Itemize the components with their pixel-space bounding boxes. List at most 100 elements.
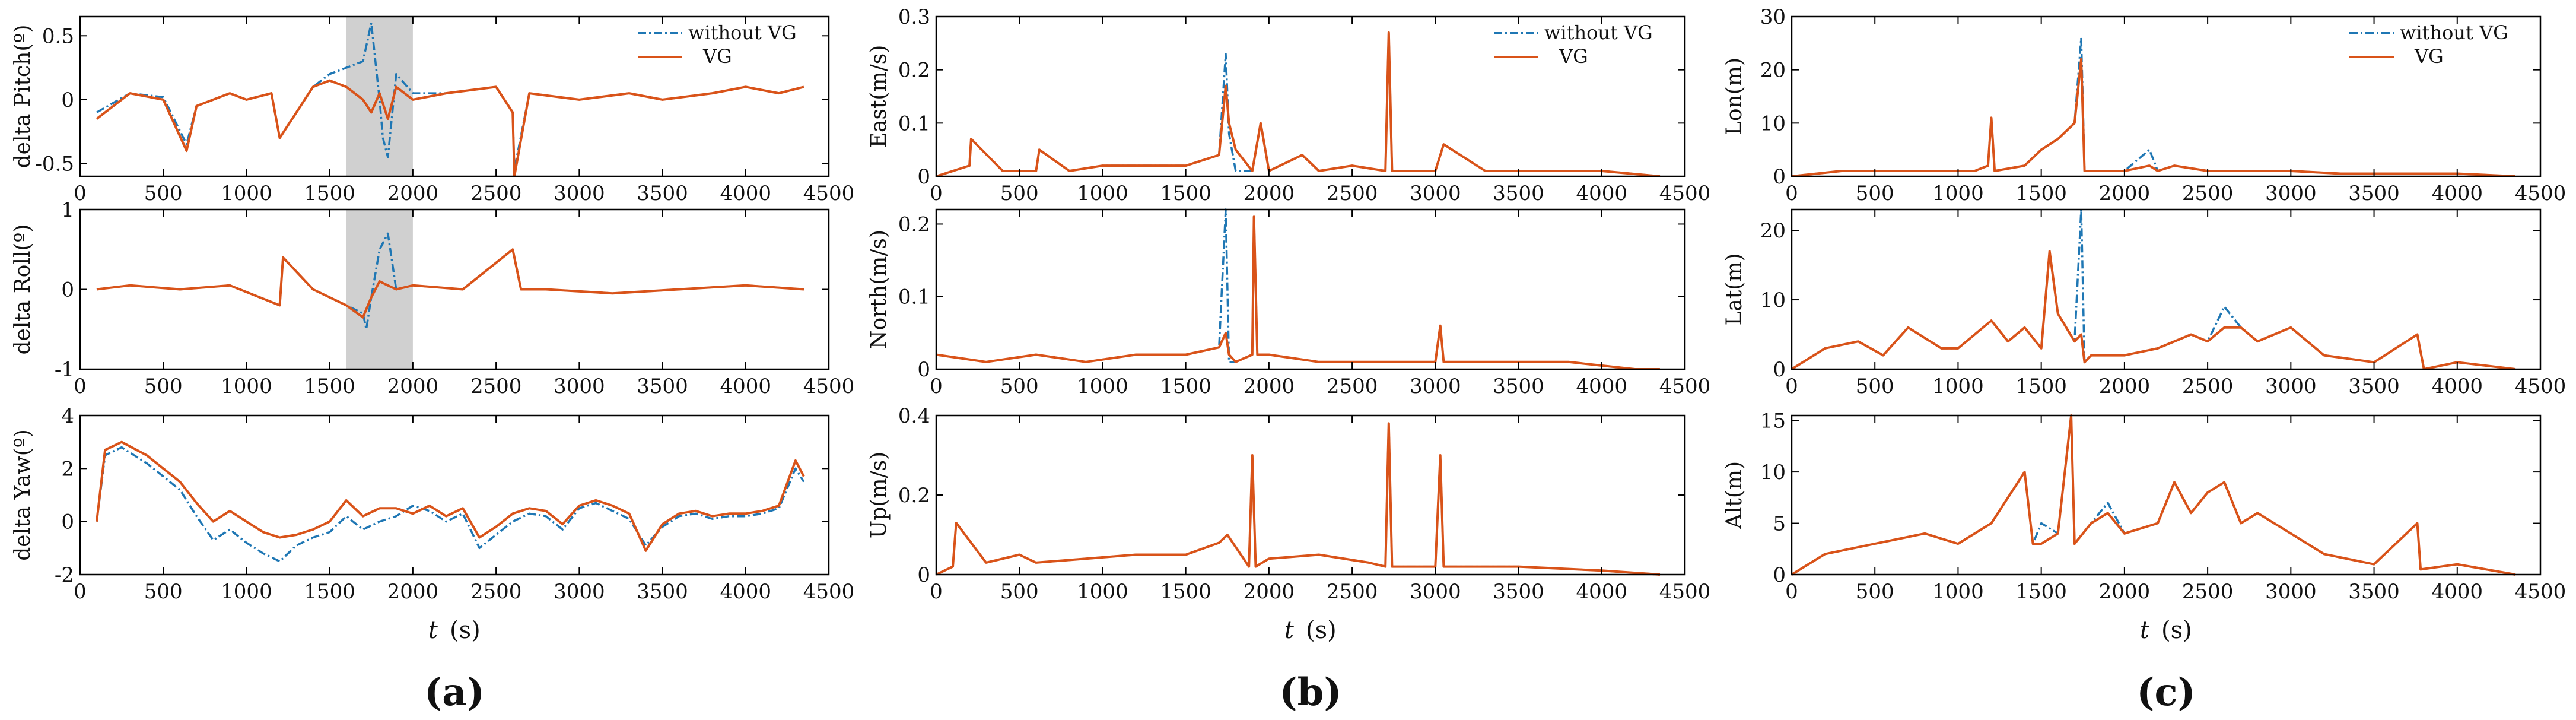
x-tick-label: 4500 — [1659, 182, 1711, 205]
x-tick-label: 500 — [1000, 182, 1039, 205]
panel-roll: 0 500 1000 1500 2000 2500 3000 3500 4000 4500-101… — [11, 198, 854, 398]
y-axis-label: Lon(m) — [1722, 58, 1747, 135]
x-axis-labels: t (s) t (s) t (s) — [428, 617, 2192, 644]
x-tick-label: 2500 — [470, 580, 522, 604]
y-tick-label: 1 — [61, 198, 74, 222]
series-line-vg — [96, 79, 804, 177]
x-tick-label: 4000 — [2432, 375, 2483, 398]
series-line-vg — [936, 422, 1661, 576]
y-axis-label: North(m/s) — [867, 230, 891, 349]
x-tick-label: 3500 — [1493, 375, 1544, 398]
y-tick-label: 0.1 — [898, 112, 930, 135]
y-axis-label: Alt(m) — [1722, 461, 1747, 529]
x-tick-label: 3500 — [637, 375, 688, 398]
axes-frame — [1791, 414, 2542, 576]
x-axis-label-var: t — [1284, 617, 1295, 644]
axes-frame — [935, 414, 1686, 576]
x-tick-label: 4000 — [1576, 375, 1628, 398]
x-tick-label: 0 — [1785, 580, 1798, 604]
x-axis-label-unit: (s) — [2161, 617, 2192, 644]
x-tick-label: 2000 — [1244, 375, 1295, 398]
y-tick-label: 0 — [917, 358, 930, 382]
x-axis-label-unit: (s) — [450, 617, 481, 644]
x-tick-label: 1000 — [221, 580, 272, 604]
x-tick-label: 1500 — [2015, 182, 2067, 205]
x-tick-label: 1500 — [304, 375, 355, 398]
x-tick-label: 1500 — [304, 580, 355, 604]
x-tick-label: 1500 — [1160, 375, 1211, 398]
y-axis-label: Lat(m) — [1722, 253, 1747, 325]
x-tick-label: 2000 — [2099, 182, 2151, 205]
x-tick-label: 500 — [144, 375, 183, 398]
x-tick-label: 2500 — [1327, 182, 1378, 205]
x-tick-label: 0 — [74, 375, 87, 398]
x-tick-label: 500 — [1856, 580, 1894, 604]
axes-frame — [935, 208, 1686, 370]
x-axis-label-unit: (s) — [1306, 617, 1337, 644]
x-tick-label: 1000 — [1932, 580, 1984, 604]
x-tick-label: 4500 — [803, 375, 855, 398]
x-tick-label: 3500 — [2348, 375, 2400, 398]
panel-caption: (c) — [2136, 670, 2196, 715]
y-axis-label: Up(m/s) — [867, 452, 891, 538]
panel-north: 0 500 1000 1500 2000 2500 3000 3500 4000 4500 0 0.1… — [867, 208, 1710, 398]
legend-label-without-vg: without VG — [688, 21, 797, 44]
x-tick-label: 3000 — [1410, 182, 1461, 205]
x-tick-label: 500 — [144, 580, 183, 604]
x-tick-label: 3000 — [2265, 580, 2317, 604]
y-tick-label: 0.1 — [898, 286, 930, 309]
y-tick-label: 0 — [1773, 563, 1786, 587]
x-tick-label: 2500 — [470, 182, 522, 205]
x-tick-label: 1000 — [1932, 182, 1984, 205]
x-tick-label: 2500 — [1327, 375, 1378, 398]
y-tick-label: 10 — [1760, 288, 1786, 312]
x-tick-label: 0 — [74, 182, 87, 205]
series-line-without-vg — [96, 22, 804, 171]
legend-label-vg: VG — [2414, 45, 2444, 68]
y-tick-label: 0 — [917, 165, 930, 189]
y-tick-label: 4 — [61, 404, 74, 428]
axes-frame — [935, 15, 1686, 177]
x-tick-label: 500 — [1000, 375, 1039, 398]
x-tick-label: 1000 — [1077, 580, 1128, 604]
x-tick-label: 0 — [930, 580, 943, 604]
x-tick-label: 4000 — [2432, 182, 2483, 205]
x-tick-label: 3500 — [1493, 182, 1544, 205]
y-tick-label: 0.4 — [898, 404, 930, 428]
x-tick-label: 4000 — [1576, 580, 1628, 604]
x-tick-label: 3000 — [1410, 580, 1461, 604]
x-tick-label: 2000 — [2099, 580, 2151, 604]
x-tick-label: 3000 — [2265, 182, 2317, 205]
y-tick-label: -1 — [55, 358, 74, 382]
panel-caption: (a) — [424, 670, 485, 715]
x-tick-label: 3000 — [1410, 375, 1461, 398]
x-tick-label: 4000 — [720, 182, 772, 205]
x-tick-label: 1500 — [1160, 580, 1211, 604]
legend-label-without-vg: without VG — [1544, 21, 1653, 44]
y-tick-label: 0.5 — [42, 24, 74, 48]
series-line-vg — [936, 215, 1660, 370]
x-tick-label: 2000 — [387, 375, 439, 398]
x-tick-label: 3500 — [1493, 580, 1544, 604]
series-line-vg — [1791, 250, 2516, 370]
x-tick-label: 1500 — [2015, 580, 2067, 604]
y-tick-label: 20 — [1760, 59, 1786, 83]
captions: (a) (b) (c) — [424, 670, 2196, 715]
x-tick-label: 1500 — [304, 182, 355, 205]
x-axis-label-var: t — [2140, 617, 2150, 644]
panel-lon: 0 500 1000 1500 2000 2500 3000 3500 4000 4500 0 10 2… — [1722, 5, 2566, 205]
x-tick-label: 3000 — [554, 580, 605, 604]
x-tick-label: 0 — [930, 375, 943, 398]
panels: 0 500 1000 1500 2000 2500 3000 3500 4000 4500-0.5… — [11, 5, 2566, 604]
x-tick-label: 1000 — [1077, 182, 1128, 205]
x-tick-label: 4500 — [1659, 580, 1711, 604]
y-axis-label: delta Yaw(º) — [11, 429, 35, 561]
x-tick-label: 0 — [930, 182, 943, 205]
legend-label-vg: VG — [702, 45, 732, 68]
series-line-without-vg — [936, 208, 1660, 370]
y-tick-label: 20 — [1760, 219, 1786, 243]
